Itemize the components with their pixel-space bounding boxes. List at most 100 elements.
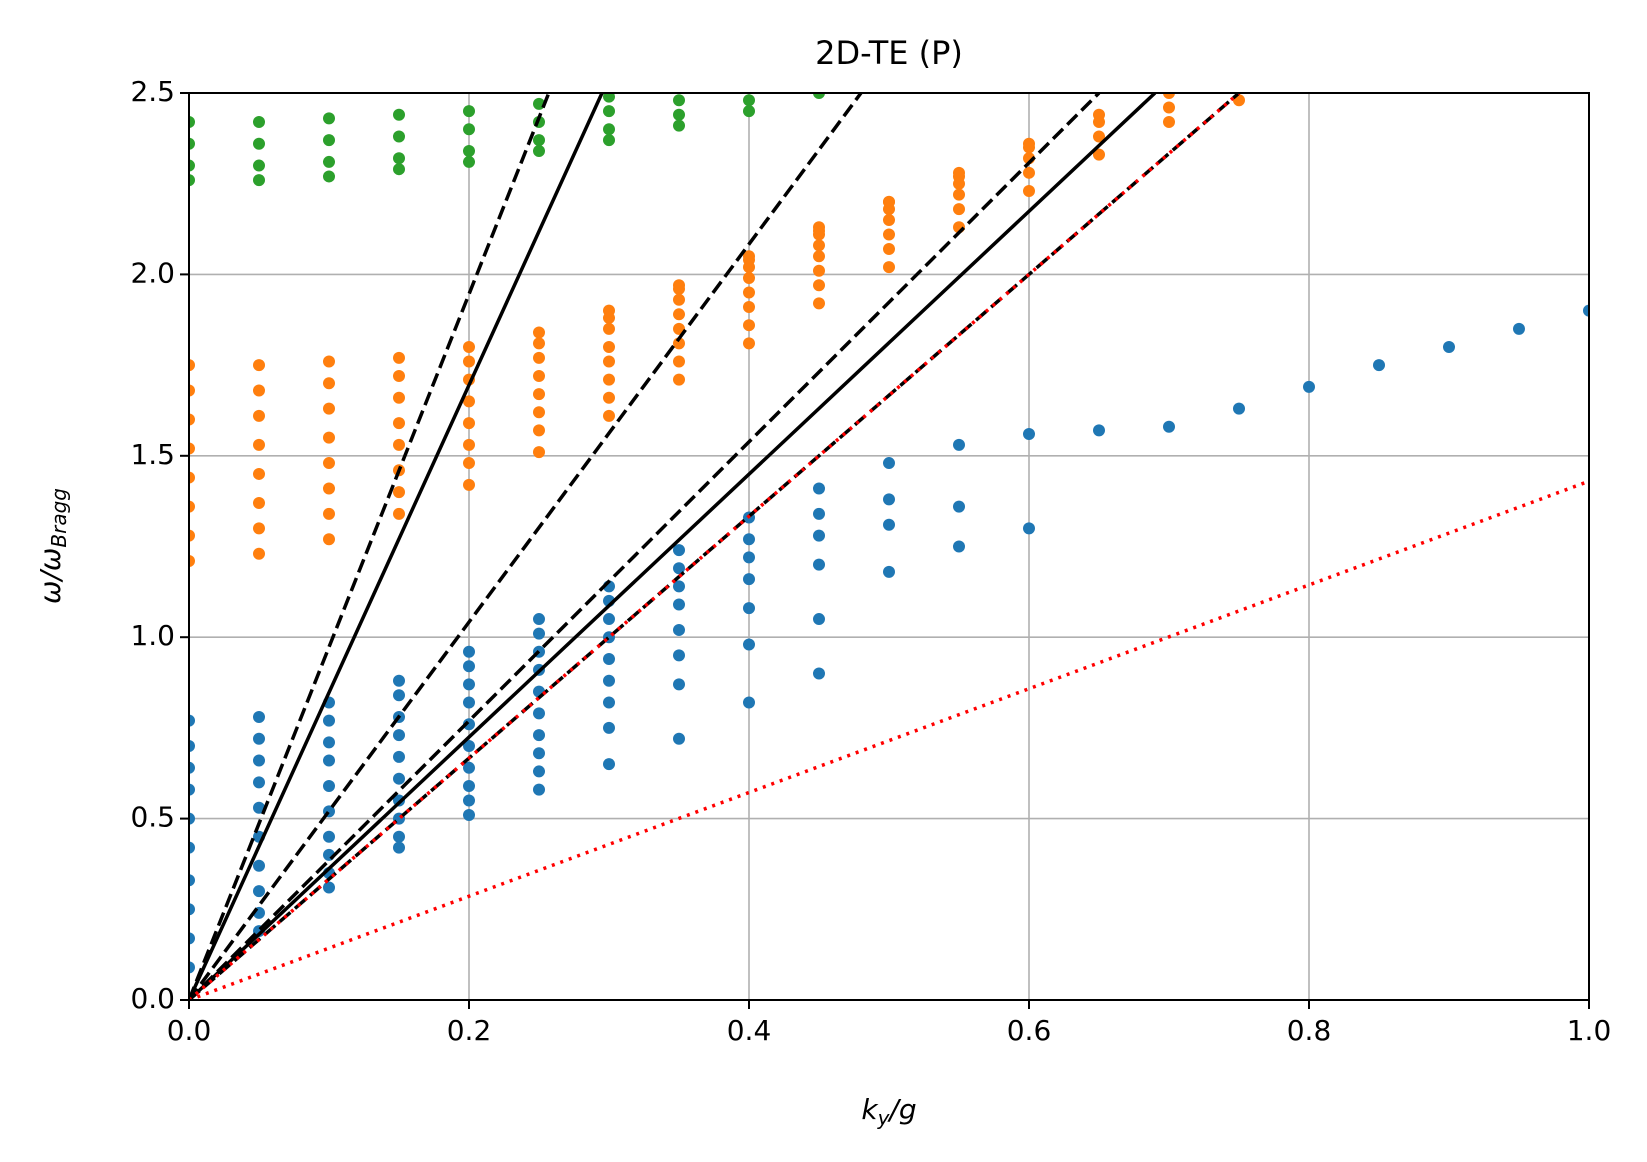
data-point xyxy=(813,482,825,495)
data-point xyxy=(533,424,545,437)
y-tick-label: 0.0 xyxy=(130,982,175,1015)
data-point xyxy=(253,467,265,480)
data-point xyxy=(1513,322,1525,335)
data-point xyxy=(1163,420,1175,433)
data-point xyxy=(813,264,825,277)
data-point xyxy=(323,507,335,520)
data-point xyxy=(673,598,685,611)
data-point xyxy=(463,808,475,821)
data-point xyxy=(253,384,265,397)
data-point xyxy=(743,533,755,546)
y-tick-label: 0.5 xyxy=(130,801,175,834)
data-point xyxy=(393,152,405,165)
data-point xyxy=(393,674,405,687)
reference-line xyxy=(189,93,1101,1000)
data-point xyxy=(253,732,265,745)
data-point xyxy=(463,779,475,792)
data-point xyxy=(253,438,265,451)
data-point xyxy=(463,478,475,491)
data-point xyxy=(189,961,195,974)
data-point xyxy=(393,417,405,430)
data-point xyxy=(253,159,265,172)
y-tick-label: 2.5 xyxy=(130,75,175,108)
data-point xyxy=(603,93,615,103)
data-point xyxy=(189,874,195,887)
x-label-part: /g xyxy=(886,1093,916,1126)
data-point xyxy=(883,565,895,578)
data-point xyxy=(953,188,965,201)
data-point xyxy=(603,652,615,665)
data-point xyxy=(463,355,475,368)
data-point xyxy=(533,747,545,760)
data-point xyxy=(673,293,685,306)
data-point xyxy=(323,754,335,767)
data-point xyxy=(189,932,195,945)
data-point xyxy=(463,678,475,691)
data-point xyxy=(1583,304,1589,317)
data-point xyxy=(253,137,265,150)
data-point xyxy=(323,457,335,470)
y-label-sub: Bragg xyxy=(47,488,71,548)
data-point xyxy=(323,170,335,183)
reference-line xyxy=(189,93,1241,1000)
x-axis-label: ky/g xyxy=(861,1093,916,1130)
data-point xyxy=(953,203,965,216)
data-point xyxy=(603,373,615,386)
data-point xyxy=(393,438,405,451)
data-point xyxy=(813,613,825,626)
data-point xyxy=(253,522,265,535)
data-point xyxy=(253,359,265,372)
data-point xyxy=(603,674,615,687)
data-point xyxy=(1093,424,1105,437)
data-point xyxy=(393,351,405,364)
data-point xyxy=(1373,359,1385,372)
data-point xyxy=(603,696,615,709)
data-point xyxy=(463,417,475,430)
data-point xyxy=(323,533,335,546)
data-point xyxy=(253,496,265,509)
x-tick-label: 0.8 xyxy=(1287,1014,1332,1047)
data-point xyxy=(883,493,895,506)
x-tick-label: 0.2 xyxy=(447,1014,492,1047)
x-tick-label: 0.0 xyxy=(167,1014,212,1047)
data-point xyxy=(603,311,615,324)
data-point xyxy=(463,123,475,136)
data-point xyxy=(673,678,685,691)
data-point xyxy=(603,340,615,353)
data-point xyxy=(393,772,405,785)
data-point xyxy=(323,112,335,125)
data-point xyxy=(673,544,685,557)
data-point xyxy=(323,402,335,415)
y-tick-label: 2.0 xyxy=(130,256,175,289)
data-point xyxy=(743,638,755,651)
data-point xyxy=(743,573,755,586)
data-point xyxy=(603,758,615,771)
data-point xyxy=(673,649,685,662)
data-point xyxy=(393,130,405,143)
data-point xyxy=(813,279,825,292)
data-point xyxy=(673,337,685,350)
data-point xyxy=(673,308,685,321)
data-point xyxy=(253,776,265,789)
data-point xyxy=(1023,141,1035,154)
data-point xyxy=(189,442,195,455)
data-point xyxy=(813,507,825,520)
data-point xyxy=(253,409,265,422)
data-point xyxy=(533,326,545,339)
data-point xyxy=(323,714,335,727)
data-point xyxy=(1023,184,1035,197)
data-point xyxy=(189,841,195,854)
data-point xyxy=(533,388,545,401)
reference-line xyxy=(189,93,1157,1000)
data-point xyxy=(1443,340,1455,353)
x-tick-label: 0.4 xyxy=(727,1014,772,1047)
plot-area xyxy=(189,93,1589,1000)
data-point xyxy=(603,409,615,422)
y-tick-label: 1.0 xyxy=(130,619,175,652)
data-point xyxy=(743,105,755,118)
data-point xyxy=(1023,428,1035,441)
data-point xyxy=(463,660,475,673)
data-point xyxy=(743,272,755,285)
data-point xyxy=(393,750,405,763)
